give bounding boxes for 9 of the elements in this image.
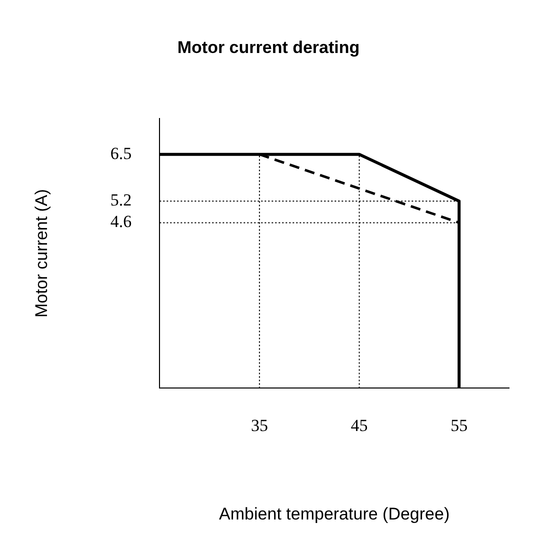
chart-title: Motor current derating <box>177 38 360 57</box>
y-tick-label: 4.6 <box>110 212 132 232</box>
y-tick-label: 6.5 <box>110 144 132 163</box>
y-axis-title: Motor current (A) <box>32 189 51 318</box>
y-tick-label: 5.2 <box>110 190 132 210</box>
x-tick-label: 55 <box>450 416 468 435</box>
x-tick-label: 45 <box>350 416 368 435</box>
x-axis-title: Ambient temperature (Degree) <box>219 504 450 524</box>
x-tick-label: 35 <box>250 416 268 435</box>
